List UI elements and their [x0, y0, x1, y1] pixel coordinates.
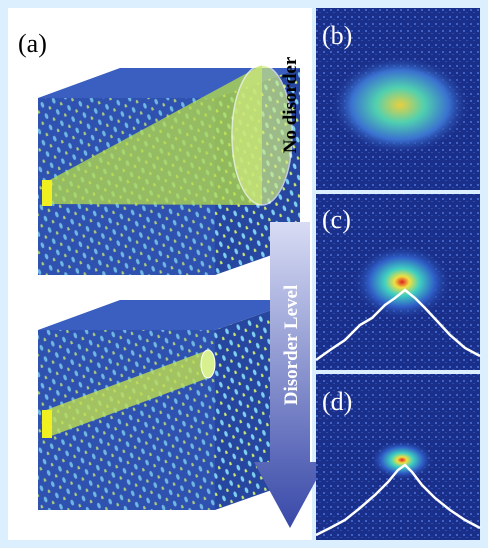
beam-source [42, 180, 52, 206]
panel-label: (d) [322, 387, 352, 416]
beam-source [42, 410, 52, 438]
arrow-label: Disorder Level [281, 285, 302, 406]
intensity-pattern [352, 244, 452, 320]
intensity-pattern [370, 440, 434, 480]
panel-b: (b) [316, 8, 480, 190]
intensity-pattern [330, 55, 470, 155]
panel-label: (c) [322, 205, 351, 234]
caption: No disorder [280, 56, 301, 153]
panel-label: (b) [322, 21, 352, 50]
crystal-disorder [38, 300, 300, 510]
crystal-no-disorder [38, 65, 300, 275]
panel-d: (d) [316, 374, 480, 540]
figure: (a) No disorder Disorder Level (b) [0, 0, 488, 548]
panel-c: (c) [316, 194, 480, 370]
panel-label: (a) [18, 29, 47, 58]
beam-end [201, 350, 215, 378]
